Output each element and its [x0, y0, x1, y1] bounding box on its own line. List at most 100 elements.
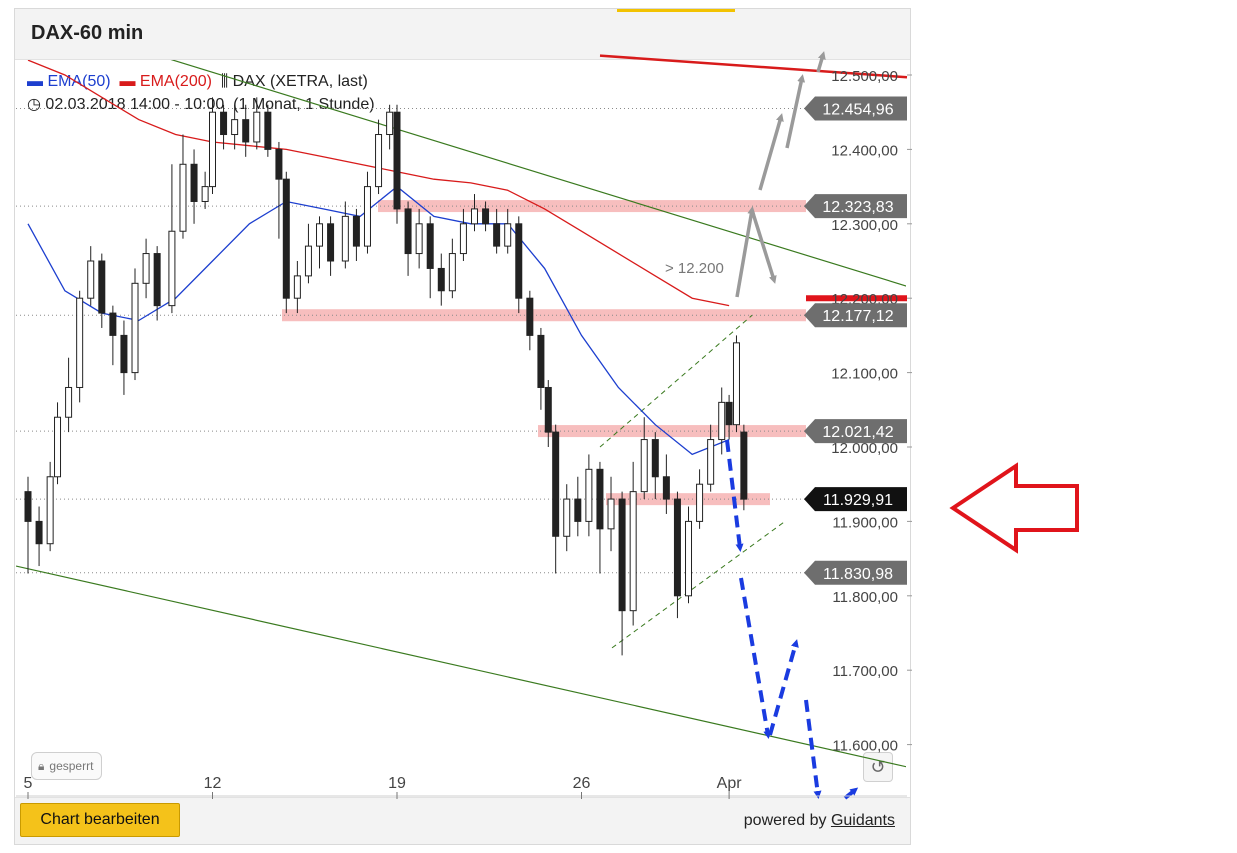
candle-body	[209, 111, 216, 188]
candle-body	[426, 223, 434, 269]
candle	[740, 424, 748, 511]
candle	[153, 246, 161, 321]
candle	[190, 149, 198, 224]
candle	[131, 268, 139, 381]
candle-body	[304, 245, 312, 277]
candle	[352, 208, 360, 261]
y-tick-label: 12.400,00	[831, 142, 898, 159]
plot-area	[16, 60, 906, 768]
candle-body	[640, 439, 648, 493]
candle	[120, 320, 128, 395]
candle-body	[98, 260, 106, 314]
candle	[293, 261, 301, 314]
candle-body	[264, 111, 272, 150]
price-level-tag: 11.830,98	[804, 560, 907, 585]
price-level-tag: 12.021,42	[804, 419, 907, 444]
candle	[563, 484, 571, 552]
candle	[640, 417, 648, 500]
candle	[242, 104, 250, 157]
candle	[76, 290, 84, 403]
candle	[393, 104, 401, 224]
candle-body	[327, 223, 335, 262]
candle-body	[242, 119, 250, 143]
price-level-tag-bg	[804, 194, 907, 219]
scenario-arrow-rebound	[768, 639, 799, 736]
candle	[544, 380, 552, 447]
candle-body	[707, 439, 715, 485]
trend-channel-lower	[16, 565, 906, 768]
scenario-label: > 12.200	[665, 260, 724, 277]
y-tick-label: 12.300,00	[831, 217, 898, 234]
candle	[470, 194, 478, 232]
scenario-arrow-drop-3	[804, 699, 822, 799]
lock-icon: 🔒︎	[38, 758, 45, 773]
scenario-arrow-drop-4	[843, 787, 859, 800]
guidants-link[interactable]: Guidants	[830, 812, 895, 829]
y-tick-label: 12.000,00	[831, 440, 898, 457]
candle	[201, 171, 209, 209]
y-tick-label: 11.600,00	[832, 738, 898, 755]
candle-body	[352, 215, 360, 247]
price-level-tag-label: 12.177,12	[822, 308, 893, 325]
candle-body	[386, 111, 394, 136]
price-level-tag-label: 12.454,96	[822, 102, 893, 119]
candle	[552, 424, 560, 574]
candle	[327, 216, 335, 276]
candle	[341, 201, 349, 269]
candle	[24, 476, 32, 574]
chart-header: DAX-60 min	[15, 9, 910, 60]
candle	[651, 432, 659, 500]
ema200-legend-label: EMA(200)	[139, 73, 212, 90]
candle	[718, 387, 726, 455]
candle-body	[46, 476, 54, 545]
date-range: 02.03.2018 14:00 - 10:00	[45, 96, 225, 113]
candle-body	[618, 498, 626, 612]
ema50-line	[27, 185, 730, 456]
candle	[426, 216, 434, 299]
candle	[98, 253, 106, 328]
candle	[209, 97, 216, 195]
x-tick-label: 5	[24, 775, 33, 792]
x-tick-label: 26	[573, 775, 591, 792]
candle-body	[76, 297, 84, 388]
x-tick-label: Apr	[717, 775, 743, 792]
candle-body	[275, 148, 283, 180]
candle-body	[552, 431, 560, 537]
candle-body	[574, 498, 582, 522]
candle	[629, 461, 637, 626]
candle	[54, 402, 62, 485]
candle-body	[393, 111, 401, 210]
candle	[618, 491, 626, 656]
candle-body	[732, 342, 740, 426]
candle	[168, 164, 176, 314]
candle-body	[470, 208, 478, 225]
powered-by-text: powered by	[743, 812, 827, 829]
candle-body	[363, 186, 371, 247]
candle	[607, 476, 615, 552]
instrument-label: DAX (XETRA, last)	[232, 73, 368, 90]
candle-body	[493, 223, 501, 247]
candle	[316, 216, 324, 269]
ema200-segment-top	[599, 54, 908, 79]
candle-body	[190, 163, 198, 202]
candle	[585, 454, 593, 537]
price-level-tag-bg	[804, 487, 907, 512]
edit-chart-button[interactable]: Chart bearbeiten	[20, 803, 180, 837]
candle-body	[253, 111, 261, 143]
price-level-tag-label: 12.021,42	[822, 424, 893, 441]
candle-body	[585, 468, 593, 522]
legend-row-indicators: ▬ EMA(50) ▬ EMA(200) ⫼ DAX (XETRA, last)	[27, 70, 375, 93]
price-level-tag: 12.323,83	[804, 194, 907, 219]
price-level-tag-label: 11.929,91	[823, 492, 893, 509]
y-tick-label: 11.700,00	[832, 663, 898, 680]
candle-body	[415, 223, 423, 255]
price-level-tag-label: 11.830,98	[823, 566, 893, 583]
scenario-arrow-up-4	[816, 51, 826, 73]
ema200-legend-swatch: ▬	[119, 73, 136, 90]
candle	[253, 97, 261, 150]
price-level-tag-bg	[804, 560, 907, 585]
candle	[275, 141, 283, 239]
scenario-arrow-up-3	[785, 74, 806, 149]
candle-body	[651, 439, 659, 478]
